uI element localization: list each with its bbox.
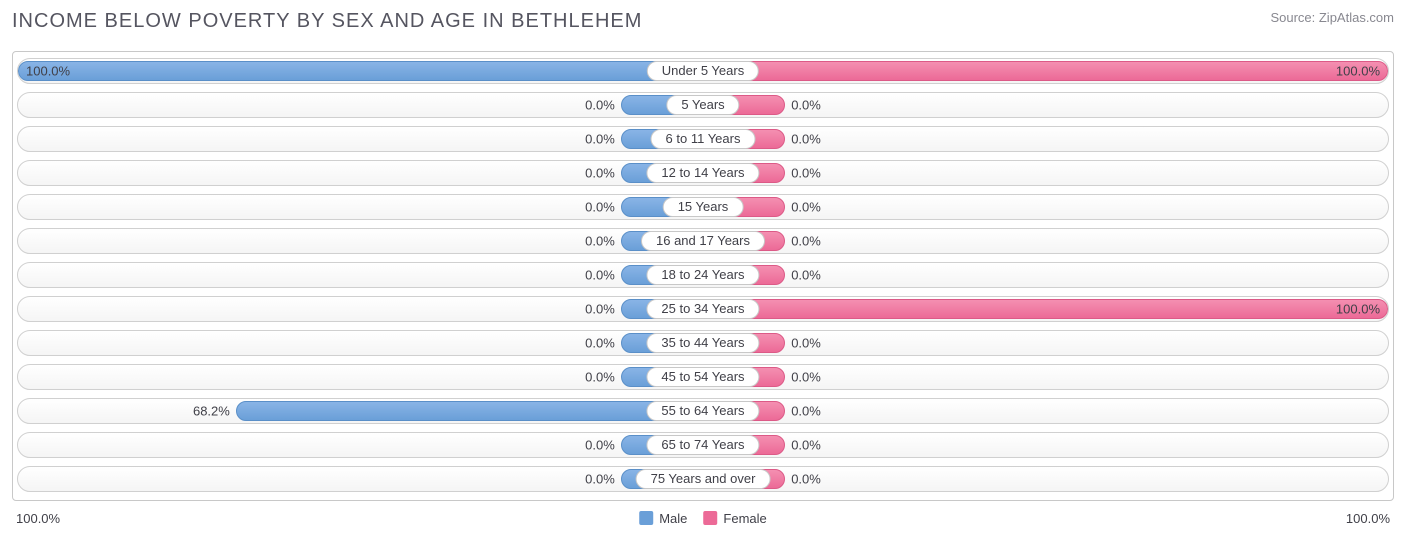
value-label-male: 0.0% bbox=[585, 438, 615, 453]
value-label-male: 100.0% bbox=[26, 64, 70, 79]
chart-row: 0.0% 0.0% 18 to 24 Years bbox=[17, 262, 1389, 288]
chart-footer: 100.0% Male Female 100.0% bbox=[12, 507, 1394, 529]
value-label-female: 0.0% bbox=[791, 98, 821, 113]
value-label-male: 0.0% bbox=[585, 370, 615, 385]
source-attribution: Source: ZipAtlas.com bbox=[1270, 10, 1394, 25]
bar-male bbox=[18, 61, 703, 81]
value-label-female: 0.0% bbox=[791, 132, 821, 147]
value-label-male: 0.0% bbox=[585, 166, 615, 181]
chart-row: 0.0% 0.0% 45 to 54 Years bbox=[17, 364, 1389, 390]
value-label-female: 0.0% bbox=[791, 370, 821, 385]
chart-row: 0.0% 0.0% 6 to 11 Years bbox=[17, 126, 1389, 152]
value-label-female: 0.0% bbox=[791, 336, 821, 351]
chart-row: 0.0% 0.0% 35 to 44 Years bbox=[17, 330, 1389, 356]
legend: Male Female bbox=[639, 511, 767, 526]
value-label-female: 0.0% bbox=[791, 234, 821, 249]
category-pill: 5 Years bbox=[666, 95, 739, 115]
category-pill: 6 to 11 Years bbox=[651, 129, 756, 149]
value-label-male: 0.0% bbox=[585, 200, 615, 215]
bar-female bbox=[703, 61, 1388, 81]
value-label-male: 0.0% bbox=[585, 234, 615, 249]
chart-row: 0.0% 0.0% 5 Years bbox=[17, 92, 1389, 118]
legend-label-male: Male bbox=[659, 511, 687, 526]
category-pill: 55 to 64 Years bbox=[646, 401, 759, 421]
legend-item-female: Female bbox=[703, 511, 766, 526]
chart-row: 68.2% 0.0% 55 to 64 Years bbox=[17, 398, 1389, 424]
value-label-male: 0.0% bbox=[585, 98, 615, 113]
category-pill: 45 to 54 Years bbox=[646, 367, 759, 387]
chart-row: 0.0% 100.0% 25 to 34 Years bbox=[17, 296, 1389, 322]
value-label-female: 0.0% bbox=[791, 404, 821, 419]
legend-swatch-female bbox=[703, 511, 717, 525]
source-name: ZipAtlas.com bbox=[1319, 10, 1394, 25]
chart-container: INCOME BELOW POVERTY BY SEX AND AGE IN B… bbox=[0, 0, 1406, 558]
category-pill: 15 Years bbox=[663, 197, 744, 217]
bar-female bbox=[703, 299, 1388, 319]
value-label-female: 100.0% bbox=[1336, 64, 1380, 79]
legend-item-male: Male bbox=[639, 511, 687, 526]
category-pill: 75 Years and over bbox=[636, 469, 771, 489]
value-label-male: 0.0% bbox=[585, 132, 615, 147]
value-label-male: 0.0% bbox=[585, 268, 615, 283]
value-label-male: 0.0% bbox=[585, 472, 615, 487]
chart-row: 0.0% 0.0% 65 to 74 Years bbox=[17, 432, 1389, 458]
chart-area: 100.0% 100.0% Under 5 Years 0.0% 0.0% 5 Years… bbox=[12, 51, 1394, 501]
axis-label-right: 100.0% bbox=[1346, 511, 1390, 526]
chart-row: 0.0% 0.0% 15 Years bbox=[17, 194, 1389, 220]
chart-title: INCOME BELOW POVERTY BY SEX AND AGE IN B… bbox=[12, 10, 642, 33]
category-pill: 16 and 17 Years bbox=[641, 231, 765, 251]
value-label-male: 0.0% bbox=[585, 302, 615, 317]
legend-label-female: Female bbox=[723, 511, 766, 526]
category-pill: 25 to 34 Years bbox=[646, 299, 759, 319]
bar-male bbox=[236, 401, 703, 421]
header: INCOME BELOW POVERTY BY SEX AND AGE IN B… bbox=[12, 10, 1394, 33]
value-label-female: 0.0% bbox=[791, 472, 821, 487]
chart-row: 100.0% 100.0% Under 5 Years bbox=[17, 58, 1389, 84]
category-pill: 65 to 74 Years bbox=[646, 435, 759, 455]
value-label-female: 0.0% bbox=[791, 438, 821, 453]
rows-host: 100.0% 100.0% Under 5 Years 0.0% 0.0% 5 Years… bbox=[17, 58, 1389, 492]
chart-row: 0.0% 0.0% 16 and 17 Years bbox=[17, 228, 1389, 254]
value-label-female: 0.0% bbox=[791, 268, 821, 283]
category-pill: 35 to 44 Years bbox=[646, 333, 759, 353]
value-label-female: 0.0% bbox=[791, 200, 821, 215]
value-label-male: 0.0% bbox=[585, 336, 615, 351]
chart-row: 0.0% 0.0% 12 to 14 Years bbox=[17, 160, 1389, 186]
legend-swatch-male bbox=[639, 511, 653, 525]
value-label-female: 100.0% bbox=[1336, 302, 1380, 317]
category-pill: 12 to 14 Years bbox=[646, 163, 759, 183]
source-prefix: Source: bbox=[1270, 10, 1318, 25]
chart-row: 0.0% 0.0% 75 Years and over bbox=[17, 466, 1389, 492]
axis-label-left: 100.0% bbox=[16, 511, 60, 526]
value-label-male: 68.2% bbox=[193, 404, 230, 419]
value-label-female: 0.0% bbox=[791, 166, 821, 181]
category-pill: 18 to 24 Years bbox=[646, 265, 759, 285]
category-pill: Under 5 Years bbox=[647, 61, 759, 81]
